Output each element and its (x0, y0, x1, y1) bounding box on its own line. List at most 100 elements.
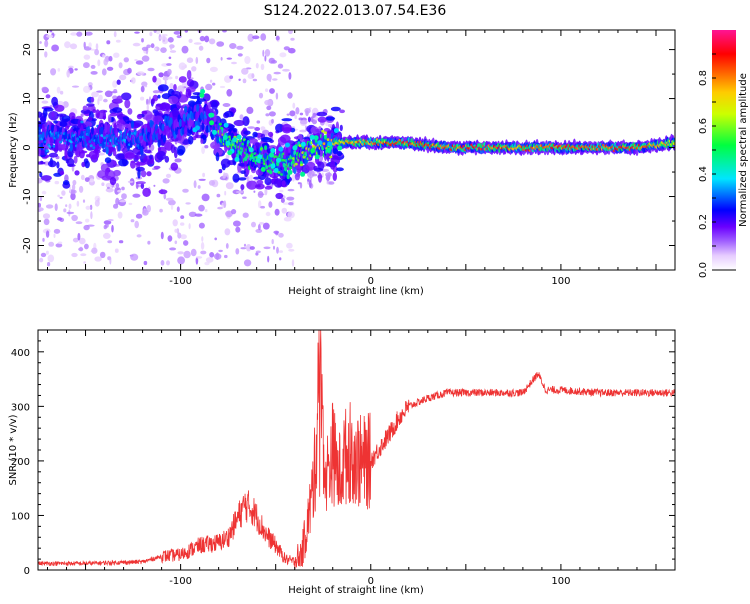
spectrogram-noise-blob (53, 228, 61, 234)
spectrogram-noise-blob (149, 31, 153, 37)
spectrogram-noise-blob (229, 43, 237, 49)
spectrogram-noise-blob (166, 63, 172, 66)
spectrogram-cluster-blob (310, 126, 319, 134)
spectrogram-cluster-blob (329, 160, 336, 170)
spectrogram-noise-blob (94, 48, 99, 56)
spectrogram-noise-blob (200, 242, 205, 250)
spectrogram-bright-spot (287, 169, 293, 175)
spectrogram-noise-blob (288, 30, 293, 35)
spectrogram-cluster-blob (137, 169, 141, 179)
colorbar-tick-label: 0.0 (698, 262, 709, 278)
spectrogram-noise-blob (314, 116, 319, 121)
spectrogram-noise-blob (235, 248, 240, 255)
spectrogram-cluster-blob (213, 148, 224, 156)
spectrogram-bright-spot (292, 145, 298, 151)
spectrogram-noise-blob (71, 85, 80, 88)
spectrogram-noise-blob (255, 228, 263, 233)
spectrogram-cluster-blob (95, 109, 100, 119)
spectrogram-ridge-cell (40, 142, 44, 151)
spectrogram-noise-blob (144, 85, 148, 88)
spectrogram-cluster-blob (317, 172, 323, 183)
spectrogram-noise-blob (145, 98, 149, 106)
spectrogram-noise-blob (180, 234, 187, 240)
spectrogram-noise-blob (195, 256, 203, 259)
spectrogram-noise-blob (49, 30, 53, 33)
spectrogram-noise-blob (167, 68, 172, 76)
y-tick-label: 0 (24, 566, 30, 577)
spectrogram-cluster-blob (164, 155, 170, 163)
spectrogram-noise-blob (80, 174, 85, 181)
spectrogram-noise-blob (246, 106, 254, 114)
spectrogram-noise-blob (199, 35, 206, 42)
spectrogram-cluster-blob (339, 124, 343, 132)
spectrogram-noise-blob (271, 118, 274, 124)
spectrogram-noise-blob (291, 259, 295, 267)
spectrogram-noise-blob (83, 54, 91, 60)
spectrogram-cluster-blob (53, 120, 58, 124)
spectrogram-ridge-cell (245, 153, 249, 159)
spectrogram-noise-blob (56, 86, 61, 94)
spectrogram-cluster-blob (112, 149, 117, 157)
spectrogram-noise-blob (170, 204, 174, 210)
spectrogram-noise-blob (150, 43, 155, 49)
spectrogram-ridge-cell (92, 146, 96, 150)
spectrogram-noise-blob (265, 133, 268, 138)
spectrogram-noise-blob (275, 92, 279, 100)
spectrogram-cluster-blob (256, 179, 264, 185)
spectrogram-noise-blob (87, 82, 93, 87)
spectrogram-ridge-cell (69, 143, 73, 152)
spectrogram-noise-blob (265, 211, 271, 217)
spectrogram-cluster-blob (107, 114, 112, 123)
spectrogram-cluster-blob (170, 162, 179, 171)
spectrogram-cluster-blob (58, 148, 63, 152)
spectrogram-noise-blob (177, 85, 185, 93)
spectrogram-noise-blob (325, 172, 332, 177)
spectrogram-ridge-cell (51, 124, 55, 133)
spectrogram-noise-blob (286, 113, 290, 116)
spectrogram-noise-blob (165, 197, 174, 201)
spectrogram-noise-blob (68, 203, 72, 210)
spectrogram-noise-blob (308, 180, 312, 188)
spectrogram-noise-blob (188, 211, 197, 217)
spectrogram-cluster-blob (226, 124, 235, 129)
spectrogram-noise-blob (159, 208, 163, 213)
spectrogram-noise-blob (165, 173, 172, 178)
spectrogram-noise-blob (257, 191, 264, 198)
spectrogram-cluster-blob (65, 125, 70, 130)
spectrogram-noise-blob (265, 88, 269, 92)
spectrogram-cluster-blob (39, 171, 43, 178)
spectrogram-noise-blob (252, 35, 260, 40)
spectrogram-cluster-blob (263, 173, 269, 178)
spectrogram-noise-blob (174, 228, 178, 233)
spectrogram-noise-blob (223, 200, 227, 208)
spectrogram-cluster-blob (110, 112, 118, 117)
spectrogram-noise-blob (286, 196, 295, 201)
y-tick-label: 400 (11, 348, 30, 359)
spectrogram-noise-blob (252, 78, 258, 82)
spectrogram-bright-spot (300, 171, 306, 177)
spectrogram-noise-blob (74, 68, 78, 71)
snr-x-ticks: -100 0 100 (47, 330, 676, 587)
spectrogram-cluster-blob (86, 103, 95, 107)
spectrogram-noise-blob (142, 209, 149, 216)
spectrogram-cluster-blob (317, 116, 327, 123)
spectrogram-noise-blob (253, 190, 256, 193)
spectrogram-noise-blob (79, 237, 86, 245)
spectrogram-bright-spot (223, 122, 229, 128)
spectrogram-noise-blob (70, 32, 78, 36)
spectrogram-cluster-blob (113, 160, 117, 165)
spectrogram-noise-blob (182, 188, 189, 193)
spectrogram-ridge-cell (166, 127, 170, 139)
spectrogram-noise-blob (287, 211, 295, 219)
spectrogram-noise-blob (45, 250, 49, 255)
spectrogram-noise-blob (50, 68, 57, 76)
spectrogram-noise-blob (119, 200, 127, 203)
spectrogram-noise-blob (201, 146, 206, 155)
spectrogram-cluster-blob (84, 160, 90, 169)
spectrogram-ridge-cell (100, 126, 104, 135)
spectrogram-bright-spot (209, 120, 215, 126)
spectrogram-noise-blob (83, 41, 86, 49)
spectrogram-ridge-cell (95, 144, 99, 157)
spectrogram-noise-blob (188, 38, 193, 44)
